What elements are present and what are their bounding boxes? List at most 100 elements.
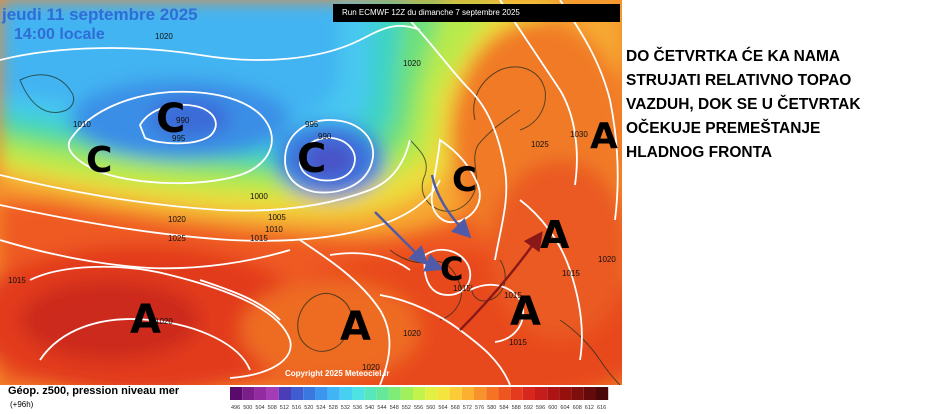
- scale-label: 572: [463, 405, 472, 411]
- isobar-label: 1010: [265, 225, 283, 234]
- scale-swatch: [242, 387, 255, 400]
- low-pressure-marker: C: [156, 96, 185, 142]
- scale-label: 512: [280, 405, 289, 411]
- isobar-label: 1015: [562, 269, 580, 278]
- scale-label: 584: [499, 405, 508, 411]
- isobar-label: 1030: [570, 130, 588, 139]
- scale-swatch: [547, 387, 560, 400]
- scale-swatch: [510, 387, 523, 400]
- scale-label: 532: [341, 405, 350, 411]
- scale-label: 548: [390, 405, 399, 411]
- isobar-labels: 1020 1010 990 995 995 990 1020 1000 1005…: [8, 32, 616, 372]
- legend-subtitle: (+96h): [10, 400, 34, 409]
- scale-swatch: [498, 387, 511, 400]
- scale-swatch: [352, 387, 365, 400]
- scale-label: 592: [524, 405, 533, 411]
- scale-swatch: [474, 387, 487, 400]
- scale-swatch: [291, 387, 304, 400]
- forecast-time: 14:00 locale: [14, 26, 105, 43]
- annotation-line: OČEKUJE PREMEŠTANJE: [626, 120, 821, 137]
- scale-label: 540: [365, 405, 374, 411]
- annotation-line: STRUJATI RELATIVNO TOPAO: [626, 72, 852, 89]
- scale-label: 504: [255, 405, 264, 411]
- scale-label: 500: [243, 405, 252, 411]
- color-scale: 496 500 504 508 512 516 520 524 528 532 536 540 544 5…: [230, 387, 609, 411]
- scale-swatch: [266, 387, 279, 400]
- geopotential-field: [0, 0, 622, 385]
- low-pressure-marker: C: [440, 250, 463, 288]
- isobar-label: 1025: [531, 140, 549, 149]
- scale-label: 616: [597, 405, 606, 411]
- isobar-label: 1015: [504, 291, 522, 300]
- scale-label: 556: [414, 405, 423, 411]
- scale-label: 508: [268, 405, 277, 411]
- legend-title: Géop. z500, pression niveau mer: [8, 385, 180, 397]
- scale-swatch: [303, 387, 316, 400]
- high-pressure-marker: A: [340, 304, 371, 350]
- scale-label: 588: [512, 405, 521, 411]
- cold-air-arrows: [374, 174, 472, 272]
- isobar-label: 1020: [403, 329, 421, 338]
- scale-label: 612: [585, 405, 594, 411]
- scale-swatch: [364, 387, 377, 400]
- scale-swatch: [413, 387, 426, 400]
- scale-label: 596: [536, 405, 545, 411]
- scale-label: 560: [426, 405, 435, 411]
- scale-swatch: [388, 387, 401, 400]
- scale-swatch: [339, 387, 352, 400]
- scale-swatch: [583, 387, 596, 400]
- scale-label: 608: [573, 405, 582, 411]
- scale-swatch: [425, 387, 438, 400]
- isobar-label: 1010: [73, 120, 91, 129]
- isobar-label: 1020: [155, 317, 173, 326]
- scale-label: 564: [438, 405, 447, 411]
- annotation-line: DO ČETVRTKA ĆE KA NAMA: [626, 48, 841, 65]
- high-pressure-marker: A: [510, 289, 541, 335]
- isobar-label: 995: [305, 120, 319, 129]
- high-pressure-marker: A: [590, 116, 618, 157]
- forecast-date: jeudi 11 septembre 2025: [2, 5, 198, 24]
- scale-label: 516: [292, 405, 301, 411]
- pressure-systems: C C C C C A A A A A: [86, 96, 618, 350]
- scale-swatch: [535, 387, 548, 400]
- scale-label: 496: [231, 405, 240, 411]
- low-pressure-marker: C: [452, 160, 477, 200]
- scale-swatch: [449, 387, 462, 400]
- copyright-notice: Copyright 2025 Meteociel.fr: [285, 369, 390, 378]
- forecast-map-canvas: 1020 1010 990 995 995 990 1020 1000 1005…: [0, 0, 622, 385]
- isobar-label: 1020: [168, 215, 186, 224]
- scale-swatch: [315, 387, 328, 400]
- scale-label: 520: [304, 405, 313, 411]
- annotation-line: HLADNOG FRONTA: [626, 144, 773, 161]
- scale-label: 580: [487, 405, 496, 411]
- scale-swatch: [559, 387, 572, 400]
- isobars: [0, 0, 619, 385]
- weather-map: 1020 1010 990 995 995 990 1020 1000 1005…: [0, 0, 622, 385]
- isobar-label: 990: [176, 116, 190, 125]
- isobar-label: 1015: [509, 338, 527, 347]
- scale-swatch: [461, 387, 474, 400]
- scale-label: 568: [451, 405, 460, 411]
- scale-swatch: [400, 387, 413, 400]
- scale-swatch: [376, 387, 389, 400]
- low-pressure-marker: C: [297, 136, 326, 182]
- forecast-annotation: DO ČETVRTKA ĆE KA NAMA STRUJATI RELATIVN…: [626, 45, 938, 165]
- isobar-label: 1020: [598, 255, 616, 264]
- scale-label: 528: [329, 405, 338, 411]
- scale-label: 536: [353, 405, 362, 411]
- scale-swatch: [522, 387, 535, 400]
- scale-label: 600: [548, 405, 557, 411]
- scale-swatch: [254, 387, 267, 400]
- scale-swatch: [327, 387, 340, 400]
- isobar-label: 1000: [250, 192, 268, 201]
- warm-air-arrows: [459, 231, 543, 331]
- isobar-label: 1020: [155, 32, 173, 41]
- scale-label: 576: [475, 405, 484, 411]
- isobar-label: 995: [172, 134, 186, 143]
- scale-label: 552: [402, 405, 411, 411]
- scale-label: 524: [316, 405, 325, 411]
- isobar-label: 1015: [250, 234, 268, 243]
- scale-swatch: [278, 387, 291, 400]
- scale-swatch: [596, 387, 609, 400]
- isobar-label: 1020: [403, 59, 421, 68]
